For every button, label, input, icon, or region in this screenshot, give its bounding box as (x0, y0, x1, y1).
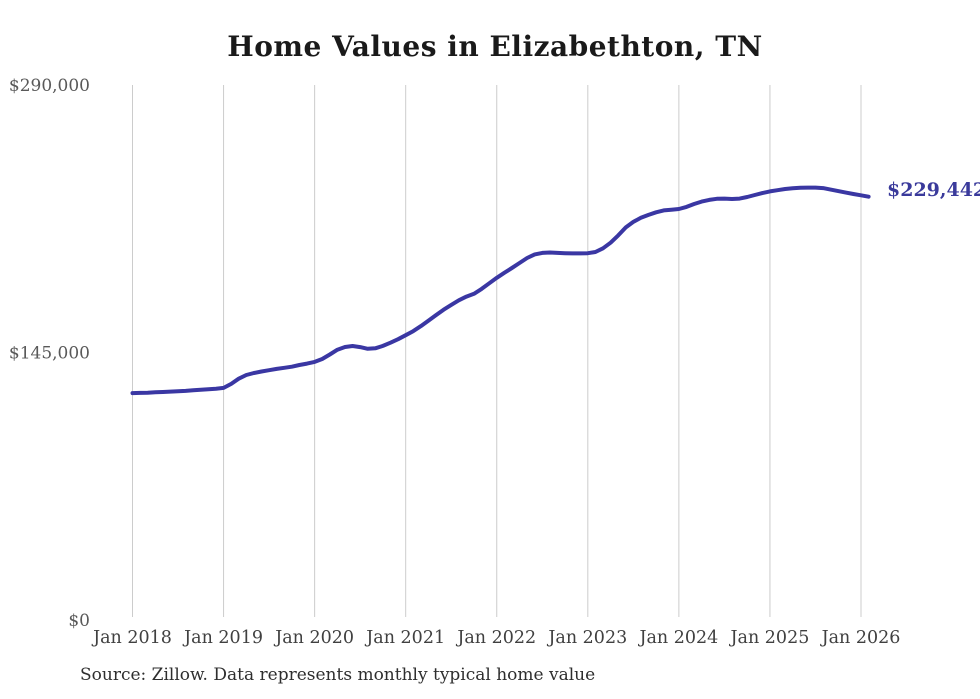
x-tick-label: Jan 2024 (637, 628, 718, 648)
y-tick-label: $290,000 (9, 76, 90, 96)
x-tick-label: Jan 2020 (273, 628, 354, 648)
chart-title: Home Values in Elizabethton, TN (227, 30, 763, 63)
value-line (130, 185, 871, 396)
x-tick-label: Jan 2019 (182, 628, 263, 648)
x-tick-label: Jan 2021 (364, 628, 445, 648)
x-tick-label: Jan 2023 (546, 628, 627, 648)
y-tick-label: $0 (68, 611, 90, 631)
x-tick-label: Jan 2026 (820, 628, 901, 648)
x-tick-label: Jan 2018 (91, 628, 172, 648)
source-note: Source: Zillow. Data represents monthly … (80, 665, 596, 685)
latest-value-label: $229,442 (887, 179, 980, 201)
x-tick-label: Jan 2025 (729, 628, 810, 648)
y-tick-label: $145,000 (9, 344, 90, 364)
x-tick-label: Jan 2022 (455, 628, 536, 648)
